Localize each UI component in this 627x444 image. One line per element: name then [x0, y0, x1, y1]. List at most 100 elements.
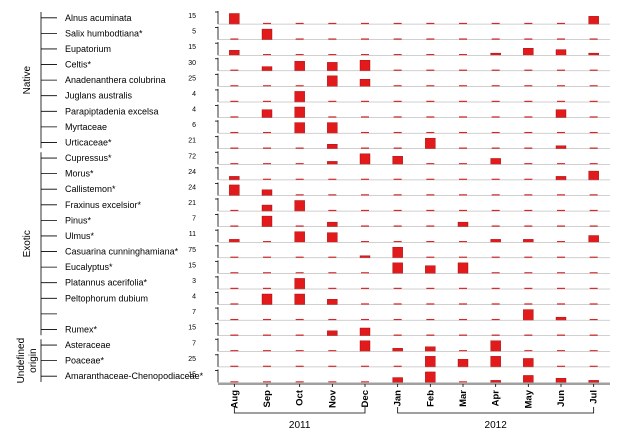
month-label: Apr — [491, 390, 502, 407]
taxon-label: Salix humbodtiana* — [65, 28, 143, 38]
taxon-label: Juglans australis — [65, 91, 133, 101]
scale-max-label: 72 — [188, 153, 196, 160]
pollen-bar — [425, 371, 436, 383]
month-label: Nov — [327, 389, 338, 408]
taxon-panel: Cupressus* 72 — [65, 151, 610, 165]
scale-max-label: 24 — [188, 184, 196, 191]
pollen-bar — [294, 91, 305, 103]
taxon-panel: Celtis* 30 — [65, 57, 610, 72]
taxon-label: Myrtaceae — [65, 122, 107, 132]
pollen-bar — [359, 60, 371, 72]
pollen-bar — [457, 262, 469, 274]
pollen-bar — [359, 153, 371, 165]
taxon-label: Pinus* — [65, 215, 92, 225]
year-label: 2012 — [485, 420, 508, 431]
pollen-bar — [490, 356, 501, 368]
year-bracket — [233, 407, 366, 414]
pollen-bar — [392, 156, 403, 165]
taxon-label: Platannus acerifolia* — [65, 278, 148, 288]
taxon-panel: Amaranthaceae-Chenopodiaceae*15 — [65, 369, 610, 383]
taxon-label: Poaceae* — [65, 356, 105, 366]
taxon-panel: Anadenanthera colubrina 25 — [65, 73, 610, 87]
taxon-panel: Myrtaceae 6 — [65, 120, 610, 134]
scale-max-label: 25 — [188, 356, 196, 363]
scale-max-label: 4 — [192, 294, 196, 301]
pollen-bar — [588, 170, 599, 181]
taxon-panel: Rumex* 15 — [65, 322, 610, 336]
scale-max-label: 15 — [188, 325, 196, 332]
taxon-panel: Urticaceae* 21 — [65, 135, 610, 149]
pollen-bar — [294, 293, 305, 305]
taxon-label: Peltophorum dubium — [65, 293, 148, 303]
taxon-panels: Alnus acuminata 15 Salix humbodtiana* 5 Eupa… — [65, 11, 610, 383]
pollen-bar — [392, 247, 403, 259]
pollen-bar — [327, 232, 338, 243]
year-label: 2011 — [289, 420, 311, 431]
pollen-bar — [294, 61, 305, 72]
pollen-bar — [294, 231, 305, 243]
month-label: Aug — [229, 390, 240, 409]
group-bracket — [40, 152, 57, 336]
taxon-panel: Peltophorum dubium 4 — [65, 291, 610, 305]
pollen-bar — [392, 262, 403, 274]
scale-max-label: 11 — [189, 231, 196, 238]
scale-max-label: 25 — [188, 75, 196, 82]
taxon-panel: Fraxinus excelsior* 21 — [65, 198, 610, 212]
taxon-panel: Asteraceae 7 — [65, 338, 610, 352]
taxon-panel: Ulmus* 11 — [65, 229, 610, 243]
month-axis: Aug Sep Oct Nov Dec Jan Feb Mar Apr May Jun Jul — [218, 383, 610, 409]
taxon-label: Eucalyptus* — [65, 262, 113, 272]
pollen-bar — [294, 200, 305, 212]
taxon-label: Urticaceae* — [65, 137, 112, 147]
pollen-bar — [327, 122, 338, 134]
taxon-panel: Callistemon* 24 — [65, 182, 610, 196]
pollen-bar — [425, 356, 436, 368]
taxon-label: Morus* — [65, 169, 94, 179]
taxon-panel: Eupatorium 15 — [65, 42, 610, 56]
pollen-bar — [261, 28, 273, 40]
scale-max-label: 21 — [188, 138, 196, 145]
scale-max-label: 21 — [188, 200, 196, 207]
group-label: Exotic — [22, 230, 33, 257]
taxon-panel: Casuarina cunninghamiana* 75 — [65, 244, 610, 259]
taxon-label: Rumex* — [65, 324, 98, 334]
year-axis: 2011 2012 — [233, 407, 595, 431]
taxon-panel: Poaceae* 25 — [65, 353, 610, 368]
pollen-bar — [294, 122, 305, 134]
month-label: Mar — [458, 390, 469, 407]
month-label: May — [523, 389, 534, 408]
month-label: Jan — [393, 390, 404, 407]
pollen-bar — [327, 75, 338, 87]
pollen-bar — [229, 184, 240, 196]
taxon-label: Celtis* — [65, 60, 92, 70]
month-label: Jul — [589, 390, 600, 404]
taxon-panel: Morus* 24 — [65, 166, 610, 181]
group-label: origin — [28, 348, 39, 372]
scale-max-label: 5 — [192, 29, 196, 36]
pollen-bar — [327, 62, 338, 72]
taxon-label: Asteraceae — [65, 340, 111, 350]
taxon-panel: 7 — [192, 307, 610, 321]
scale-max-label: 7 — [192, 309, 196, 316]
group-bracket — [40, 12, 57, 149]
group-brackets: Native Exotic Undefined origin — [16, 12, 57, 383]
pollen-bar — [261, 215, 273, 227]
pollen-bar — [261, 293, 273, 305]
scale-max-label: 15 — [188, 262, 196, 269]
scale-max-label: 7 — [192, 340, 196, 347]
scale-max-label: 30 — [188, 60, 196, 67]
taxon-panel: Alnus acuminata 15 — [65, 11, 610, 25]
taxon-label: Callistemon* — [65, 184, 116, 194]
scale-max-label: 75 — [188, 247, 196, 254]
taxon-label: Eupatorium — [65, 44, 111, 54]
scale-max-label: 3 — [192, 278, 196, 285]
pollen-bar — [229, 13, 240, 25]
taxon-label: Amaranthaceae-Chenopodiaceae* — [65, 371, 204, 381]
pollen-bar — [294, 106, 305, 118]
taxon-label: Anadenanthera colubrina — [65, 75, 166, 85]
scale-max-label: 4 — [192, 107, 196, 114]
month-label: Dec — [360, 390, 371, 407]
taxon-panel: Eucalyptus* 15 — [65, 260, 610, 274]
month-label: Sep — [262, 390, 273, 408]
